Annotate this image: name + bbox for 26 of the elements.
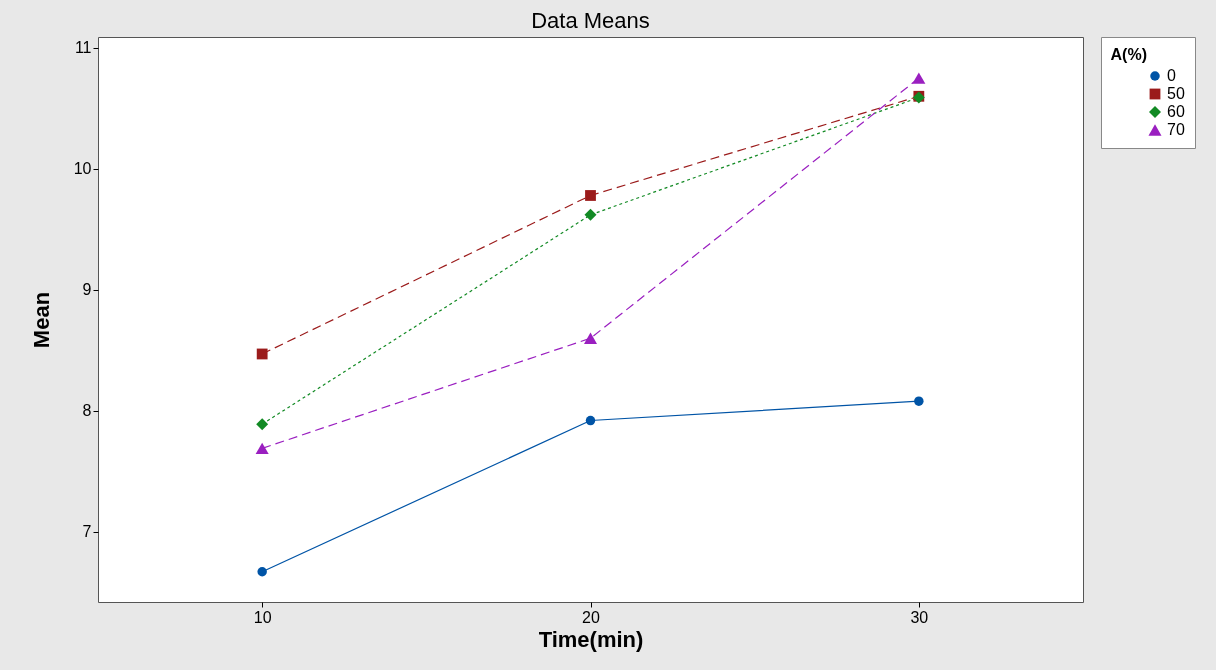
point [583,332,598,344]
y-tick-label: 9 [82,281,92,299]
x-tick-label: 20 [582,608,600,626]
legend-label: 70 [1167,121,1185,138]
x-tick-label: 10 [253,608,272,626]
point [914,396,924,406]
legend-title: A(%) [1110,46,1147,63]
legend-label: 60 [1167,103,1185,120]
y-tick-label: 10 [73,160,92,178]
point [584,208,597,221]
y-tick-label: 11 [74,39,92,57]
x-axis-title: Time(min) [538,626,644,652]
y-axis-title: Mean [28,291,54,349]
point [585,415,596,426]
point [256,348,268,360]
legend-label: 50 [1167,85,1185,102]
chart-title: Data Means [531,8,650,33]
legend-label: 0 [1167,67,1176,84]
point [912,72,926,84]
point [585,190,596,201]
point [257,567,267,577]
y-tick-label: 7 [82,523,92,541]
point [256,418,269,431]
point [255,442,269,454]
y-tick-label: 8 [82,402,92,420]
x-tick-label: 30 [910,608,929,626]
